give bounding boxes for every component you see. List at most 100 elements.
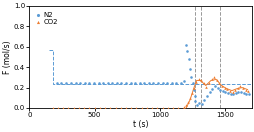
N2 [64,82,68,85]
N2 [187,68,191,70]
CO2 [123,107,128,109]
N2 [220,90,224,92]
CO2 [214,79,218,81]
N2 [190,82,194,85]
CO2 [144,107,148,109]
N2 [165,82,169,85]
CO2 [209,78,213,81]
N2 [192,95,196,97]
CO2 [103,107,107,109]
N2 [193,100,197,102]
N2 [246,93,250,95]
CO2 [198,79,202,81]
N2 [105,82,109,84]
N2 [155,82,160,85]
CO2 [170,107,174,109]
CO2 [193,81,197,84]
CO2 [211,76,215,78]
N2 [215,86,219,89]
CO2 [150,107,154,109]
N2 [181,80,185,82]
N2 [73,82,77,85]
N2 [146,82,150,85]
N2 [178,82,182,84]
CO2 [71,107,75,109]
N2 [123,82,128,84]
N2 [196,102,200,104]
N2 [233,92,237,94]
N2 [225,92,229,94]
CO2 [222,86,226,89]
CO2 [235,86,239,89]
N2 [78,82,82,84]
CO2 [108,107,112,109]
CO2 [189,92,193,94]
CO2 [51,107,55,109]
N2 [241,92,245,94]
N2 [96,82,100,84]
CO2 [87,107,91,109]
CO2 [232,89,236,91]
N2 [194,104,198,106]
N2 [202,99,206,101]
CO2 [227,90,231,92]
CO2 [181,106,185,108]
N2 [207,91,211,93]
CO2 [204,86,208,88]
CO2 [240,86,244,89]
N2 [151,82,155,84]
CO2 [176,107,180,109]
N2 [191,89,195,91]
CO2 [129,107,133,109]
N2 [235,91,240,93]
CO2 [196,78,200,81]
N2 [223,91,227,93]
CO2 [191,86,195,89]
N2 [174,82,178,85]
N2 [133,82,137,84]
N2 [160,82,164,84]
N2 [204,95,208,97]
CO2 [165,107,169,109]
N2 [142,82,146,84]
N2 [54,82,58,85]
CO2 [217,82,221,85]
N2 [210,88,214,90]
N2 [119,82,123,85]
CO2 [230,91,234,93]
CO2 [113,107,117,109]
CO2 [201,82,205,85]
N2 [230,93,234,95]
CO2 [134,107,138,109]
CO2 [61,107,65,109]
CO2 [92,107,96,109]
CO2 [225,88,229,90]
N2 [137,82,141,85]
CO2 [245,90,249,92]
CO2 [185,101,189,103]
CO2 [219,84,223,87]
CO2 [98,107,102,109]
CO2 [237,84,242,87]
N2 [69,82,73,84]
N2 [212,84,216,87]
N2 [243,93,247,95]
CO2 [118,107,122,109]
CO2 [243,89,247,91]
CO2 [187,97,191,99]
N2 [87,82,91,84]
N2 [189,76,193,78]
N2 [186,58,190,60]
CO2 [56,107,60,109]
N2 [114,82,118,84]
Legend: N2, CO2: N2, CO2 [33,10,59,27]
N2 [183,44,187,46]
CO2 [206,82,210,85]
N2 [110,82,114,85]
X-axis label: t (s): t (s) [132,120,148,129]
CO2 [155,107,159,109]
CO2 [82,107,86,109]
N2 [238,91,242,93]
N2 [92,82,96,85]
CO2 [160,107,164,109]
